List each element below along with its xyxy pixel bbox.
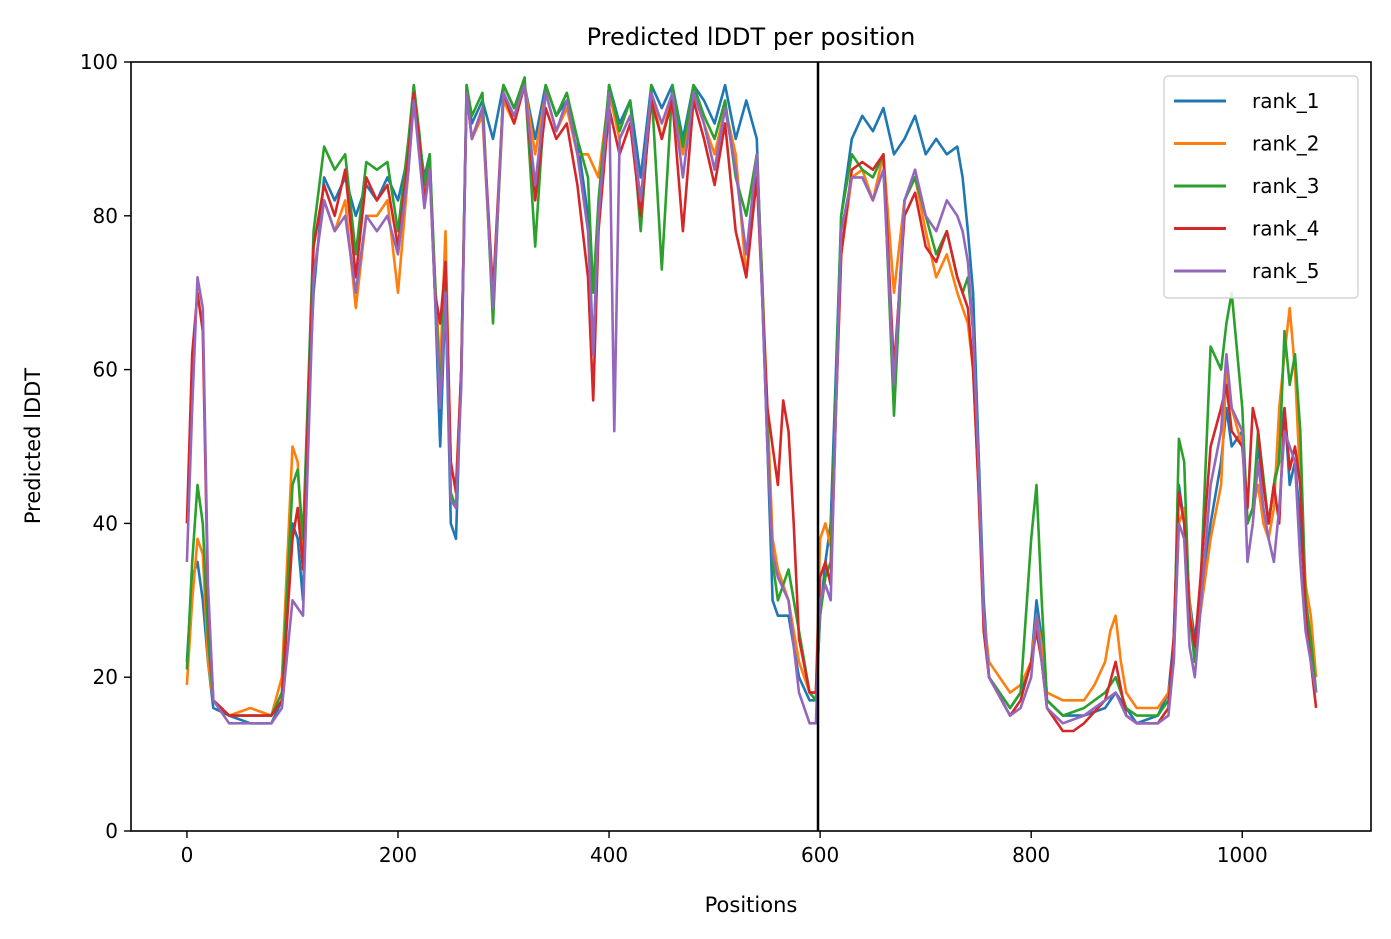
legend-label-rank-1: rank_1 — [1252, 89, 1319, 113]
legend-label-rank-5: rank_5 — [1252, 259, 1319, 283]
series-line-rank-5 — [185, 83, 1318, 725]
x-tick-label: 1000 — [1217, 843, 1268, 867]
x-tick-label: 0 — [181, 843, 194, 867]
plot-frame — [130, 61, 1372, 832]
x-tick-label: 200 — [379, 843, 417, 867]
y-tick-label: 40 — [93, 511, 118, 535]
x-axis: 0 200 400 600 800 1000 — [181, 831, 1268, 867]
x-axis-label: Positions — [705, 893, 798, 917]
legend-label-rank-2: rank_2 — [1252, 132, 1319, 156]
series-line-rank-4 — [185, 83, 1318, 733]
x-tick-label: 600 — [801, 843, 839, 867]
legend-frame — [1163, 75, 1359, 299]
y-tick-label: 80 — [93, 204, 118, 228]
legend-label-rank-4: rank_4 — [1252, 217, 1319, 241]
y-tick-label: 20 — [93, 665, 118, 689]
chart-title: Predicted lDDT per position — [587, 23, 916, 51]
series-layer — [185, 76, 1318, 733]
y-tick-label: 60 — [93, 358, 118, 382]
y-axis-label: Predicted lDDT — [21, 368, 45, 524]
legend-label-rank-3: rank_3 — [1252, 174, 1319, 198]
y-tick-label: 100 — [80, 50, 118, 74]
series-line-rank-3 — [185, 76, 1318, 717]
x-tick-label: 800 — [1012, 843, 1050, 867]
y-tick-label: 0 — [105, 819, 118, 843]
x-tick-label: 400 — [590, 843, 628, 867]
legend: rank_1 rank_2 rank_3 rank_4 rank_5 — [1163, 75, 1359, 299]
y-axis: 0 20 40 60 80 100 — [80, 50, 131, 843]
